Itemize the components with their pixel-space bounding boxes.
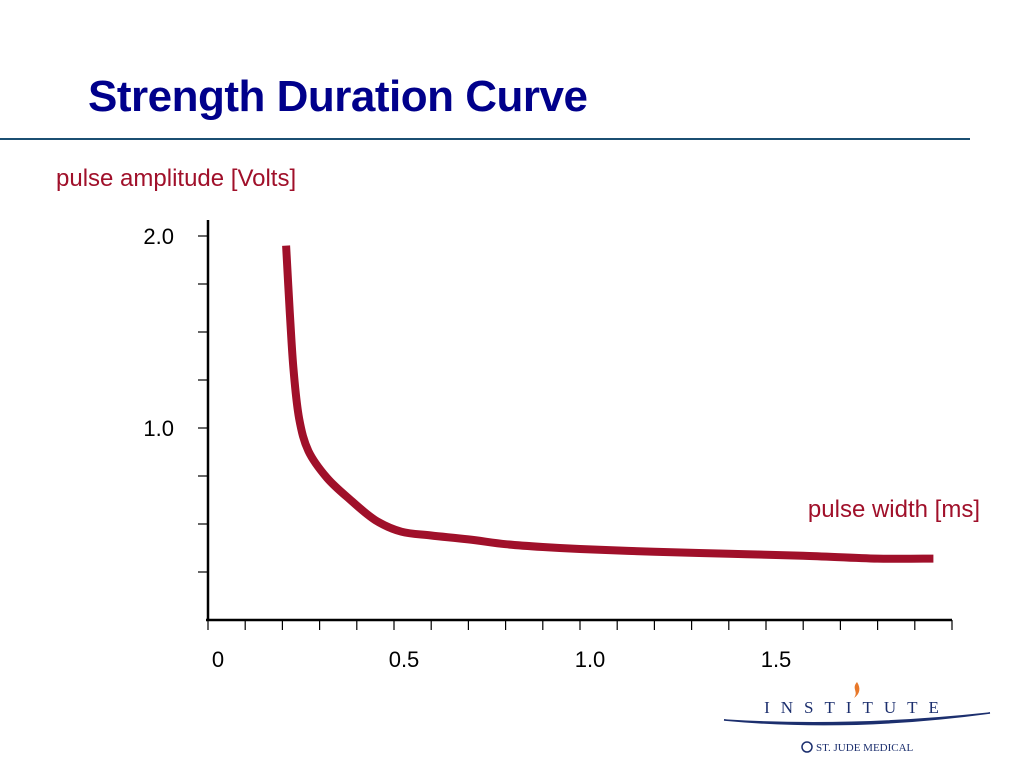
x-tick-label: 0 [212,647,224,672]
y-axis-label: pulse amplitude [Volts] [56,165,296,192]
chart-series [282,245,934,563]
logo-company: ST. JUDE MEDICAL [816,742,914,754]
logo-swoosh [723,712,991,726]
y-tick-label: 2.0 [143,224,174,249]
institute-logo: INSTITUTE ST. JUDE MEDICAL [723,682,991,754]
title-divider [0,138,970,140]
globe-icon [801,741,813,753]
x-tick-label: 1.5 [761,647,792,672]
x-tick-label: 0.5 [389,647,420,672]
x-tick-label: 1.0 [575,647,606,672]
slide-title: Strength Duration Curve [88,72,588,121]
chart-axes [206,220,952,622]
y-tick-label: 1.0 [143,416,174,441]
flame-icon [854,682,860,698]
series-line [282,245,934,563]
chart-ticks: 0 0.5 1.0 1.5 1.0 2.0 [143,224,953,672]
logo-word: INSTITUTE [764,698,950,717]
x-axis-label: pulse width [ms] [808,496,980,523]
